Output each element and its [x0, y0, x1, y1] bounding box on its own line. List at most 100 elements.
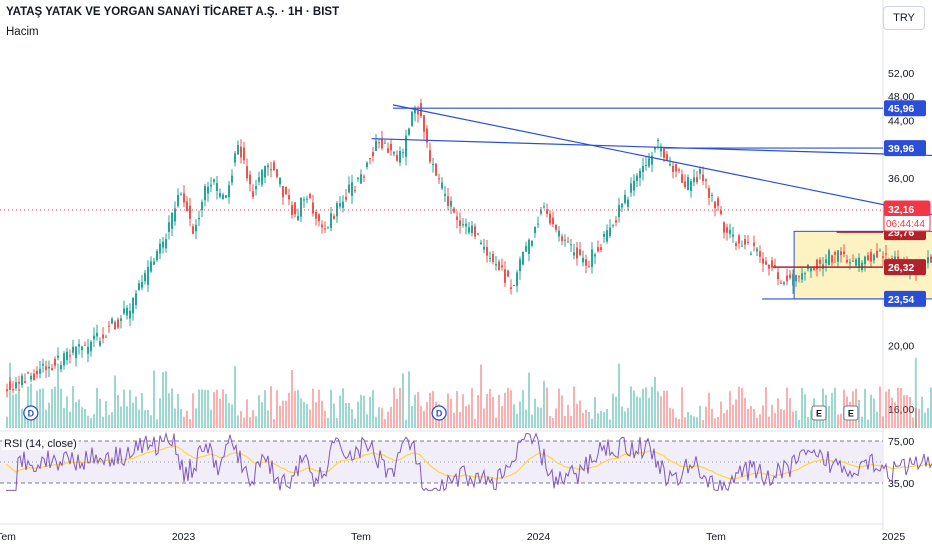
candle-body — [498, 261, 500, 271]
dividend-marker — [431, 405, 447, 421]
marker-letter: D — [28, 409, 35, 419]
candle-body — [585, 259, 587, 266]
candle-body — [699, 168, 701, 174]
volume-bar — [657, 391, 659, 428]
volume-bar — [897, 387, 899, 428]
candle-body — [597, 247, 599, 252]
candle-body — [795, 275, 797, 282]
volume-bar — [129, 389, 131, 428]
volume-bar — [795, 410, 797, 428]
volume-bar — [882, 416, 884, 428]
candle-body — [366, 162, 368, 168]
volume-bar — [132, 402, 134, 428]
volume-bar — [384, 418, 386, 428]
candle-body — [198, 217, 200, 220]
candle-body — [279, 177, 281, 185]
volume-bar — [261, 402, 263, 428]
candle-body — [711, 194, 713, 196]
volume-bar — [510, 390, 512, 428]
volume-bar — [318, 389, 320, 428]
candle-body — [363, 176, 365, 178]
candle-body — [438, 178, 440, 180]
candle-body — [678, 169, 680, 171]
volume-bar — [720, 401, 722, 428]
volume-bar — [204, 389, 206, 428]
candle-body — [36, 370, 38, 375]
candle-body — [435, 163, 437, 176]
volume-bar — [870, 394, 872, 428]
volume-bar — [918, 408, 920, 428]
candle-body — [483, 246, 485, 250]
volume-indicator-label[interactable]: Hacim — [6, 26, 39, 38]
candle-body — [534, 226, 536, 234]
x-tick-label: Tem — [706, 531, 726, 543]
currency-button[interactable]: TRY — [883, 6, 925, 30]
volume-bar — [606, 408, 608, 428]
volume-bar — [321, 400, 323, 428]
candle-body — [423, 115, 425, 132]
volume-bar — [591, 418, 593, 428]
candle-body — [837, 250, 839, 262]
volume-bar — [372, 390, 374, 428]
volume-bar — [171, 388, 173, 428]
volume-bar — [366, 414, 368, 428]
candle-body — [525, 246, 527, 252]
candle-body — [294, 202, 296, 215]
volume-bar — [801, 388, 803, 428]
volume-bar — [735, 399, 737, 428]
volume-bar — [873, 398, 875, 428]
volume-bar — [612, 393, 614, 428]
volume-bar — [57, 363, 59, 428]
volume-bar — [489, 388, 491, 428]
volume-bar — [921, 396, 923, 428]
volume-bar — [414, 394, 416, 428]
candle-body — [276, 169, 278, 177]
y-tick-label: 16,00 — [888, 404, 914, 416]
candle-body — [768, 264, 770, 269]
candle-body — [384, 142, 386, 144]
candle-body — [720, 210, 722, 215]
candle-body — [876, 250, 878, 258]
volume-bar — [636, 396, 638, 428]
price-level-label: 39,96 — [888, 143, 914, 155]
volume-bar — [474, 418, 476, 428]
price-level-tag — [884, 140, 926, 157]
candle-body — [723, 222, 725, 233]
candle-body — [15, 382, 17, 389]
candle-body — [18, 381, 20, 384]
rsi-indicator-label[interactable]: RSI (14, close) — [2, 438, 79, 450]
volume-bar — [927, 408, 929, 428]
volume-bar — [69, 411, 71, 428]
candle-body — [6, 389, 8, 392]
volume-bar — [762, 405, 764, 428]
volume-bar — [42, 388, 44, 428]
candle-body — [843, 251, 845, 255]
volume-bar — [333, 403, 335, 428]
volume-bar — [828, 406, 830, 428]
candle-body — [348, 184, 350, 193]
volume-bar — [705, 406, 707, 428]
volume-bar — [777, 398, 779, 428]
volume-bar — [711, 408, 713, 428]
volume-bar — [390, 406, 392, 428]
candle-body — [180, 194, 182, 196]
volume-bar — [914, 357, 917, 428]
candle-body — [648, 158, 650, 167]
volume-bar — [639, 397, 641, 428]
candle-body — [828, 250, 830, 265]
volume-bar — [96, 387, 98, 428]
volume-bar — [228, 402, 230, 428]
candle-body — [462, 224, 464, 226]
volume-bar — [285, 400, 287, 428]
candle-body — [672, 165, 674, 173]
volume-bar — [120, 406, 122, 428]
volume-bar — [126, 406, 128, 428]
volume-bar — [588, 411, 590, 428]
candle-body — [777, 272, 779, 280]
volume-bar — [399, 388, 401, 428]
volume-bar — [375, 416, 377, 428]
candle-body — [354, 190, 356, 192]
volume-bar — [276, 390, 278, 428]
volume-bar — [216, 389, 218, 428]
